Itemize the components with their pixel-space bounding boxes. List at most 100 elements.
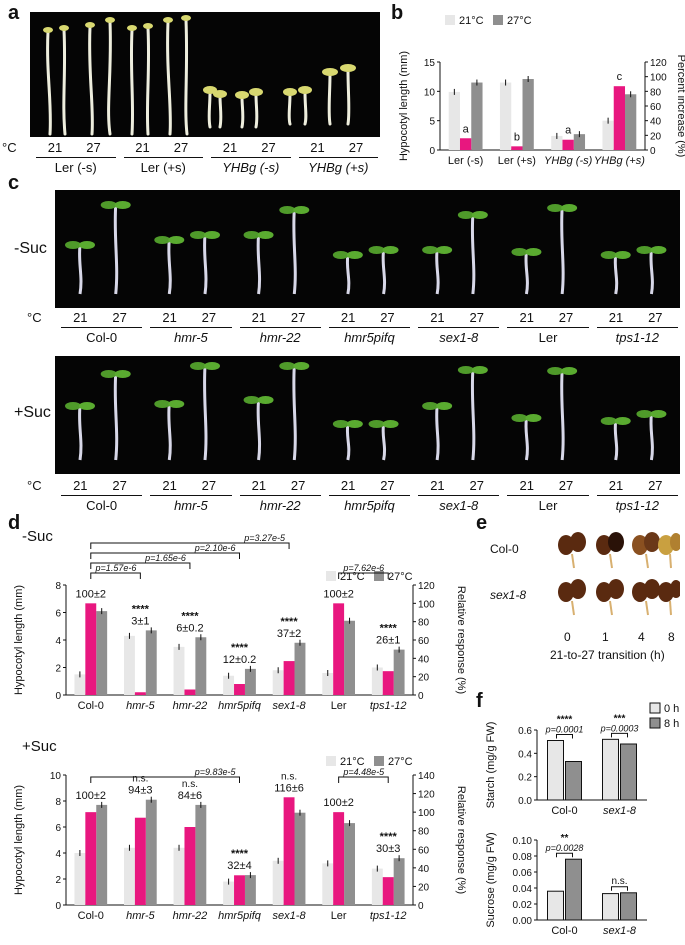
bar-21c (272, 670, 284, 695)
y2-tick-label: 0 (418, 901, 424, 912)
seedling-cotyledon (547, 367, 564, 375)
bar-27c (344, 620, 356, 695)
relative-response-label: 26±1 (376, 635, 400, 647)
seedling-hypocotyl (203, 234, 208, 295)
y-tick-label: 2 (55, 875, 61, 886)
legend-label-27c: 27°C (388, 756, 413, 768)
panel-c-plus-temp-label: 21 (251, 478, 267, 493)
significance-stars: n.s. (281, 771, 297, 782)
x-tick-label: Ler (-s) (448, 155, 483, 167)
seedling-hypocotyl (113, 204, 119, 295)
panel-c-seedlings-plus (65, 362, 667, 461)
legend-label-0h: 0 h (664, 703, 679, 715)
x-tick-label: hmr-5 (126, 700, 155, 712)
bar-27c (195, 637, 207, 695)
panel-c-minus-temp-label: 21 (430, 310, 445, 325)
panel-e-time-0: 0 (564, 630, 571, 644)
significance-stars: **** (557, 715, 573, 726)
bar-percent (184, 827, 196, 905)
bar-percent (134, 692, 146, 695)
x-tick-label: Col-0 (78, 700, 104, 712)
panel-c-minus-temp-label: 27 (648, 310, 663, 325)
y-tick-label: 6 (55, 823, 61, 834)
bar-27c (96, 804, 108, 905)
relative-response-label: 84±6 (178, 790, 202, 802)
panel-a-temp-label: 21 (310, 140, 325, 155)
seedling-hypocotyl (435, 249, 440, 295)
seedling-cotyledon (525, 414, 542, 422)
seedling-cotyledon (436, 402, 453, 410)
panel-c-plus-group-label: Col-0 (86, 498, 118, 513)
panel-c-letter: c (8, 172, 20, 194)
panel-c-plus-temp-label: 21 (608, 478, 624, 493)
seedling-cotyledon (279, 206, 296, 214)
y-tick-label: 4 (55, 636, 61, 647)
bar-21c (123, 847, 135, 905)
bar-21c (322, 673, 334, 695)
panel-c-minus-group-label: hmr-22 (259, 330, 301, 345)
x-tick-label: sex1-8 (603, 805, 637, 817)
y-tick-label: 0 (429, 146, 435, 157)
panel-b-letter: b (391, 2, 404, 24)
seedling-cotyledon (154, 236, 171, 244)
seedling-cotyledon (368, 246, 385, 254)
bar-percent (234, 875, 245, 905)
y2-tick-label: 60 (650, 102, 662, 113)
seedling-cotyledon (511, 414, 528, 422)
y-axis-title: Hypocotyl length (mm) (13, 585, 25, 695)
legend-swatch-21c (326, 756, 336, 766)
seedling-cotyledon (600, 417, 617, 425)
seedling-hypocotyl (78, 244, 83, 295)
panel-e-xlabel: 21-to-27 transition (h) (550, 648, 665, 662)
bar-percent (382, 671, 394, 695)
x-tick-label: tps1-12 (370, 910, 407, 922)
bar-percent (333, 812, 345, 905)
seedling-hypocotyl (470, 369, 476, 461)
bar-27c (96, 611, 108, 695)
x-tick-label: sex1-8 (273, 700, 307, 712)
seedling-cotyledon (100, 201, 117, 209)
bar-27c (294, 642, 306, 695)
seedling-cotyledon (332, 420, 349, 428)
seedling-cotyledon (190, 362, 206, 370)
seedling-cotyledon (346, 420, 363, 428)
significance-stars: **** (231, 642, 249, 654)
y2-tick-label: 100 (650, 73, 667, 84)
seedling-cotyledon (636, 410, 653, 418)
p-value-label: p=0.0001 (545, 725, 584, 735)
significance-stars: **** (281, 616, 299, 628)
panel-c-minus-temp-label: 21 (608, 310, 624, 325)
relative-response-label: 6±0.2 (176, 622, 203, 634)
x-tick-label: YHBg (-s) (544, 155, 593, 167)
p-value-label: p=3.27e-5 (243, 533, 286, 543)
seedling-hypocotyl (78, 405, 83, 461)
seedling-hypocotyl (381, 249, 387, 295)
panel-e-time-8: 8 (668, 630, 675, 644)
seedling-cotyledon (457, 211, 474, 219)
y2-tick-label: 20 (418, 882, 430, 893)
significance-stars: **** (380, 623, 398, 635)
relative-response-label: 30±3 (376, 843, 400, 855)
bar-percent (283, 661, 295, 695)
seedling-cotyledon (525, 248, 542, 256)
y2-tick-label: 80 (418, 827, 430, 838)
legend-swatch-0h (649, 702, 661, 714)
p-value-label: p=9.83e-5 (194, 767, 237, 777)
y-axis-title: Hypocotyl length (mm) (398, 51, 410, 161)
y-tick-label: 0.4 (518, 749, 532, 760)
seedling-cotyledon (650, 410, 667, 418)
seedling-hypocotyl (524, 251, 529, 295)
seedling-cotyledon (79, 402, 95, 410)
seedling-cotyledon (457, 366, 474, 374)
legend-label-27c: 27°C (388, 571, 413, 583)
y2-tick-label: 20 (418, 673, 430, 684)
panel-c-minus-temp-label: 27 (112, 310, 127, 325)
bar-21c (551, 135, 563, 150)
y2-tick-label: 140 (418, 771, 435, 782)
legend-swatch-21c (326, 571, 336, 581)
panel-c-plus-temp-label: 21 (162, 478, 177, 493)
significance-stars: **** (231, 848, 249, 860)
panel-c-plus-group-underline (328, 495, 411, 496)
panel-c-row-plus-label: +Suc (14, 404, 51, 421)
chart-title: -Suc (22, 528, 53, 545)
